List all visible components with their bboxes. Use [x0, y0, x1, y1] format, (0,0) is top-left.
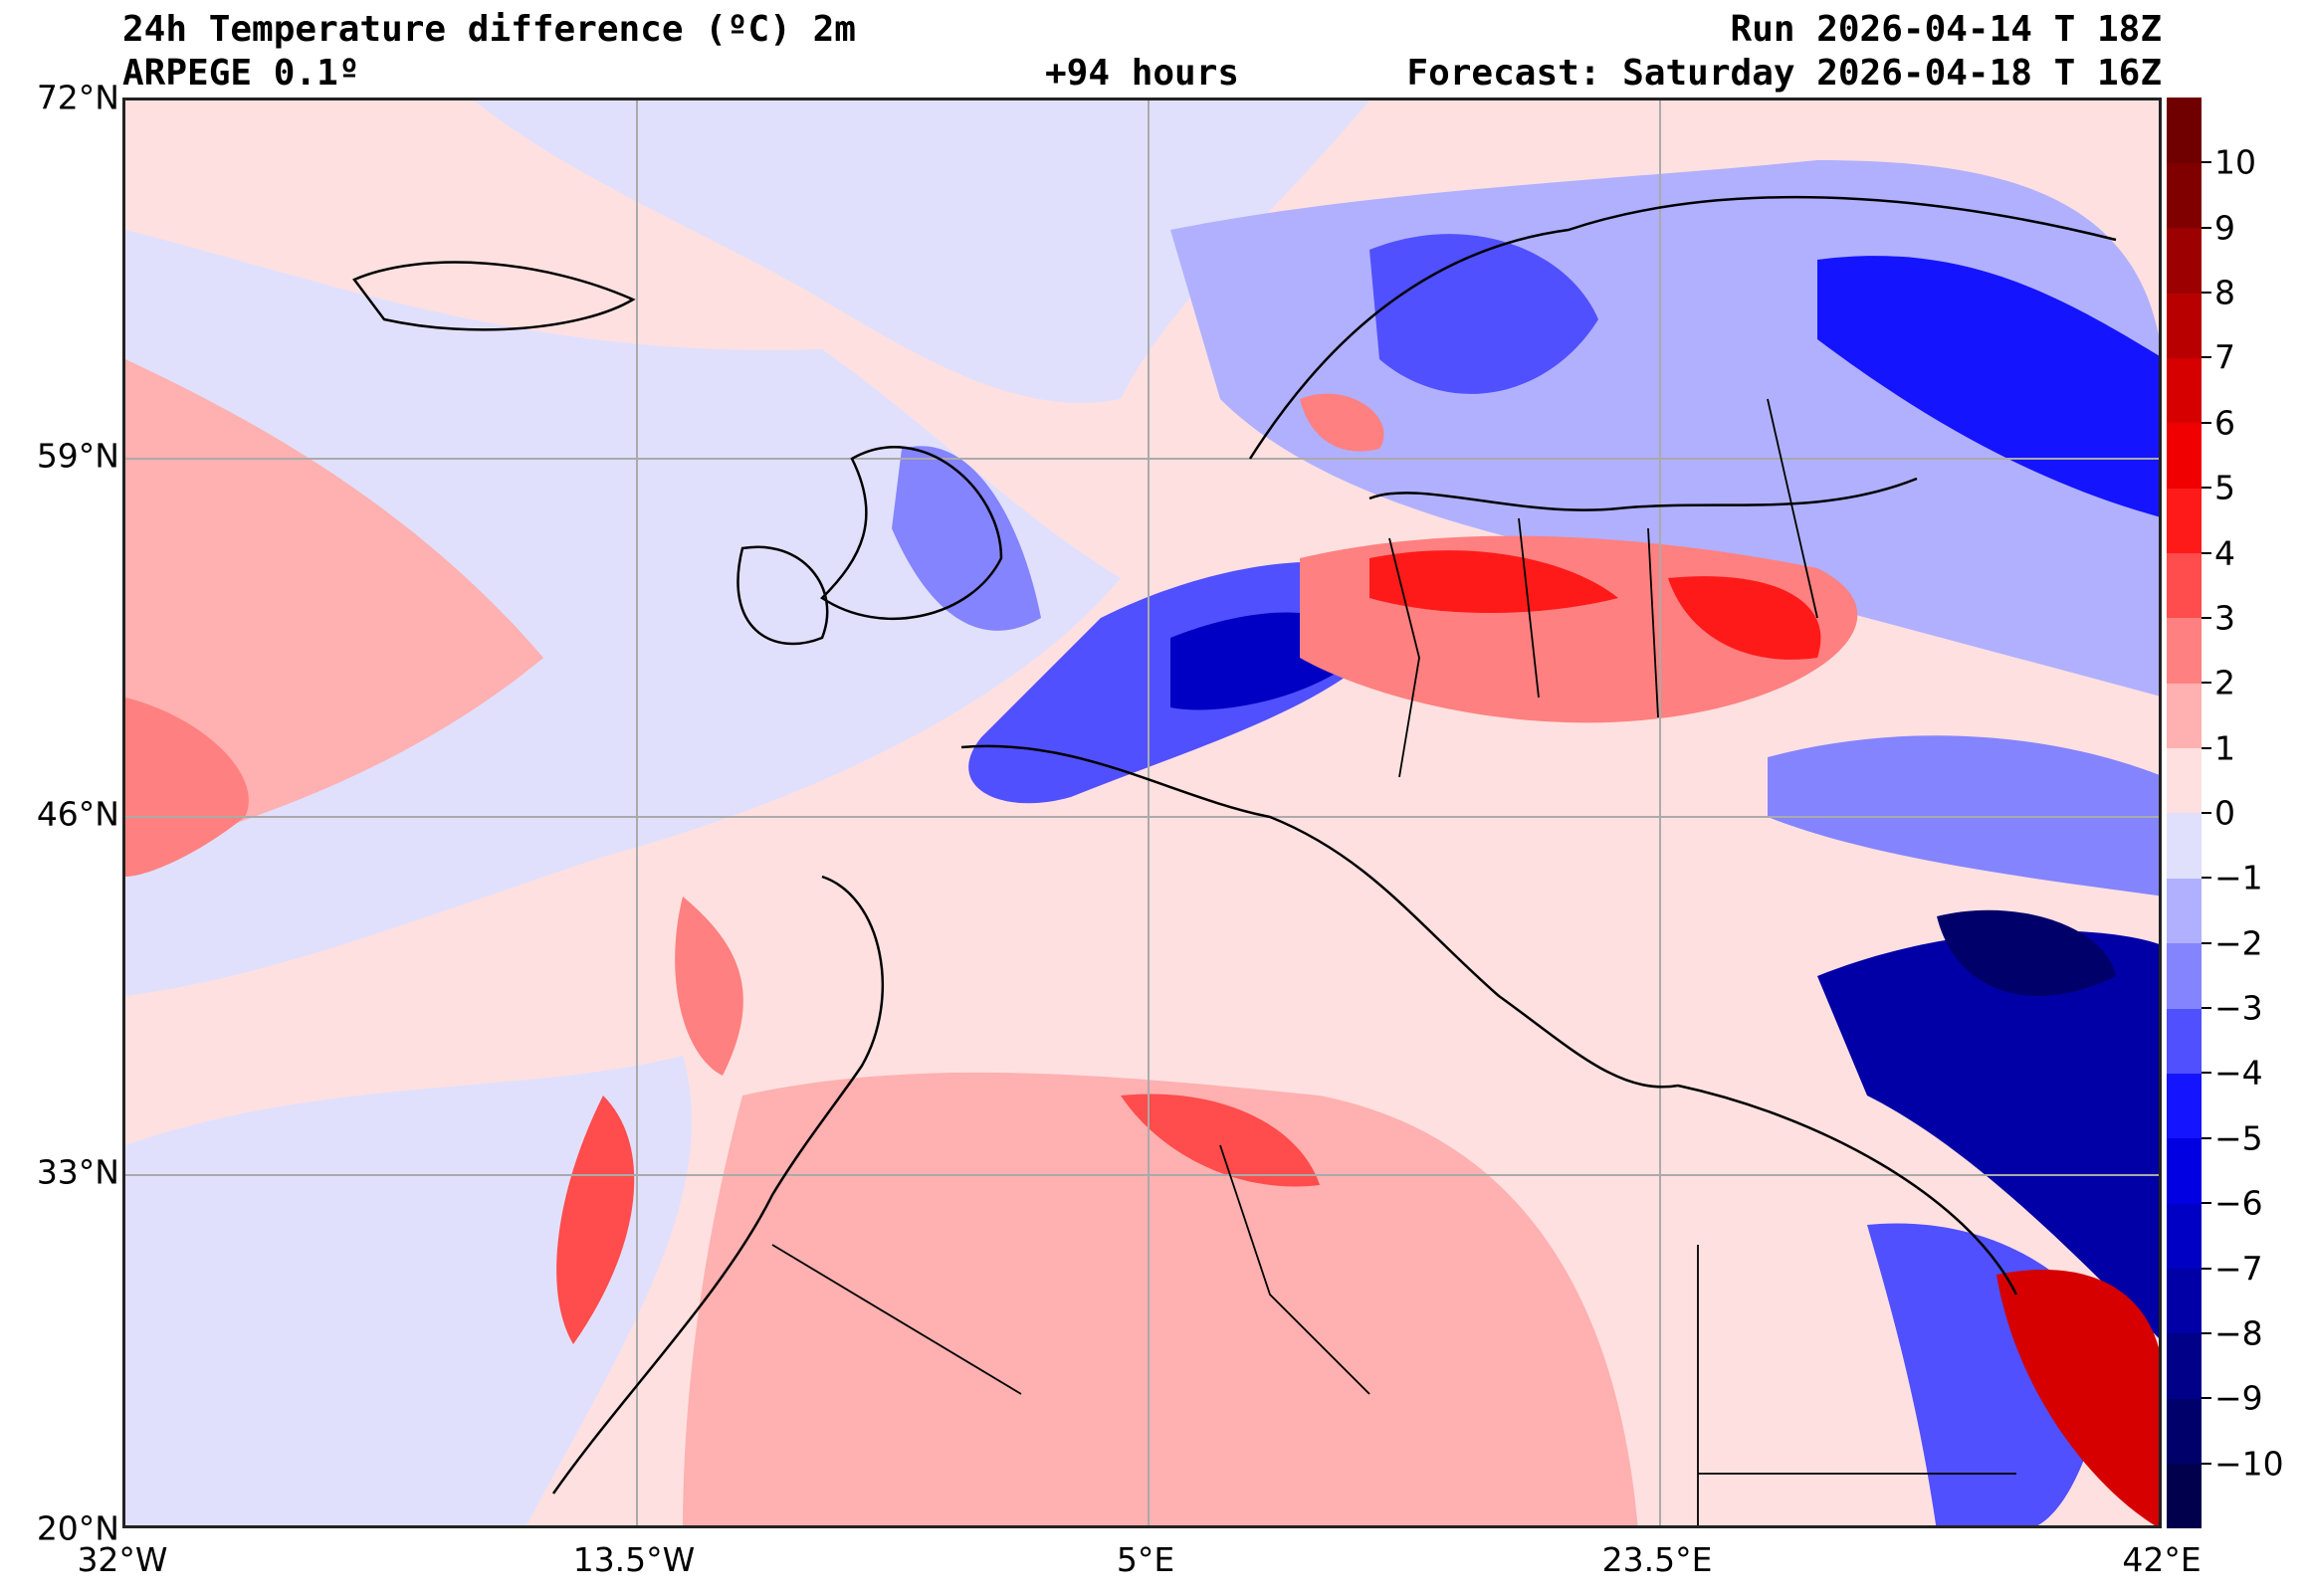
lat-label: 59°N — [36, 436, 119, 476]
colorbar-tick-label: 5 — [2214, 468, 2235, 507]
colorbar-band — [2167, 1463, 2202, 1529]
colorbar-band — [2167, 1008, 2202, 1074]
negative-anomaly-areas — [125, 100, 2159, 1525]
colorbar-tick — [2202, 941, 2211, 944]
colorbar-tick — [2202, 421, 2211, 424]
run-time: Run 2026-04-14 T 18Z — [1730, 9, 2162, 50]
colorbar-tick-label: −2 — [2214, 923, 2263, 963]
colorbar-tick — [2202, 292, 2211, 295]
model-label: ARPEGE 0.1º — [122, 53, 360, 94]
colorbar — [2167, 98, 2202, 1529]
colorbar-tick-label: 0 — [2214, 793, 2235, 833]
lat-label: 33°N — [36, 1152, 119, 1192]
lon-label: 23.5°E — [1601, 1540, 1713, 1579]
colorbar-tick — [2202, 1462, 2211, 1465]
colorbar-tick-label: 3 — [2214, 598, 2235, 638]
colorbar-tick — [2202, 1397, 2211, 1400]
colorbar-band — [2167, 1137, 2202, 1204]
colorbar-tick — [2202, 616, 2211, 619]
colorbar-band — [2167, 813, 2202, 879]
colorbar-tick-label: −4 — [2214, 1053, 2263, 1093]
colorbar-tick — [2202, 1331, 2211, 1334]
colorbar-tick — [2202, 1267, 2211, 1270]
graticule — [125, 100, 2159, 1525]
colorbar-band — [2167, 162, 2202, 229]
lon-label: 13.5°W — [572, 1540, 696, 1579]
colorbar-tick — [2202, 746, 2211, 749]
colorbar-band — [2167, 1398, 2202, 1465]
colorbar-band — [2167, 227, 2202, 294]
lat-label: 46°N — [36, 794, 119, 834]
colorbar-tick — [2202, 487, 2211, 490]
colorbar-tick — [2202, 161, 2211, 164]
colorbar-band — [2167, 1268, 2202, 1334]
colorbar-tick-label: −9 — [2214, 1378, 2263, 1418]
colorbar-tick-label: 6 — [2214, 403, 2235, 443]
lead-time: +94 hours — [1045, 53, 1240, 94]
colorbar-tick-label: 2 — [2214, 663, 2235, 702]
lon-label: 5°E — [1116, 1540, 1175, 1579]
colorbar-tick-label: −1 — [2214, 858, 2263, 898]
colorbar-band — [2167, 747, 2202, 814]
colorbar-band — [2167, 98, 2202, 163]
colorbar-tick-label: 1 — [2214, 728, 2235, 768]
colorbar-tick-label: −5 — [2214, 1118, 2263, 1158]
colorbar-tick — [2202, 1007, 2211, 1010]
colorbar-tick-label: −6 — [2214, 1183, 2263, 1223]
colorbar-band — [2167, 942, 2202, 1009]
colorbar-band — [2167, 422, 2202, 489]
lon-label: 42°E — [2122, 1540, 2202, 1579]
colorbar-tick — [2202, 812, 2211, 814]
colorbar-tick-label: −8 — [2214, 1313, 2263, 1353]
colorbar-band — [2167, 1073, 2202, 1139]
colorbar-band — [2167, 1332, 2202, 1399]
colorbar-tick-label: 9 — [2214, 208, 2235, 248]
temperature-map — [122, 98, 2162, 1528]
map-title: 24h Temperature difference (ºC) 2m — [122, 9, 856, 50]
colorbar-tick — [2202, 877, 2211, 880]
colorbar-tick — [2202, 1202, 2211, 1205]
colorbar-band — [2167, 357, 2202, 424]
colorbar-band — [2167, 293, 2202, 358]
lat-label: 72°N — [36, 78, 119, 117]
forecast-time: Forecast: Saturday 2026-04-18 T 16Z — [1406, 53, 2162, 94]
colorbar-band — [2167, 878, 2202, 944]
colorbar-band — [2167, 683, 2202, 749]
colorbar-tick — [2202, 682, 2211, 685]
colorbar-band — [2167, 617, 2202, 684]
positive-anomaly-areas — [125, 359, 2159, 1525]
colorbar-band — [2167, 552, 2202, 619]
colorbar-tick-label: 4 — [2214, 533, 2235, 573]
colorbar-band — [2167, 1203, 2202, 1270]
colorbar-tick-label: −7 — [2214, 1249, 2263, 1289]
colorbar-tick-label: 7 — [2214, 337, 2235, 377]
colorbar-band — [2167, 488, 2202, 554]
coastlines — [352, 195, 2117, 1495]
colorbar-tick — [2202, 226, 2211, 229]
colorbar-tick-label: 8 — [2214, 273, 2235, 312]
colorbar-tick-label: 10 — [2214, 142, 2256, 182]
colorbar-tick-label: −3 — [2214, 988, 2263, 1028]
country-borders — [771, 398, 2016, 1525]
colorbar-tick — [2202, 1136, 2211, 1139]
map-canvas — [125, 100, 2159, 1525]
colorbar-tick — [2202, 1072, 2211, 1075]
colorbar-tick — [2202, 551, 2211, 554]
lon-label: 32°W — [77, 1540, 168, 1579]
colorbar-tick-label: −10 — [2214, 1444, 2284, 1484]
colorbar-tick — [2202, 356, 2211, 359]
lat-label: 20°N — [36, 1508, 119, 1548]
